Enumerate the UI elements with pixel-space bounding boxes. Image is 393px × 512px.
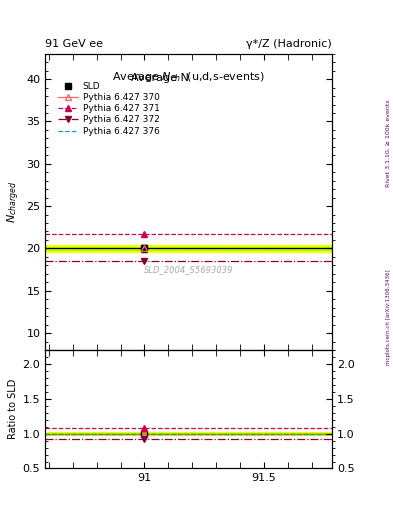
Bar <box>45 433 332 434</box>
Text: SLD_2004_S5693039: SLD_2004_S5693039 <box>144 266 233 274</box>
Text: Average $N_{ch}$  (u,d,s-events): Average $N_{ch}$ (u,d,s-events) <box>112 70 265 84</box>
Text: γ*/Z (Hadronic): γ*/Z (Hadronic) <box>246 38 332 49</box>
Bar <box>45 247 332 249</box>
Bar <box>45 245 332 252</box>
Bar <box>45 432 332 435</box>
Text: Average N: Average N <box>131 73 189 83</box>
Text: Rivet 3.1.10, ≥ 100k events: Rivet 3.1.10, ≥ 100k events <box>386 99 391 187</box>
Y-axis label: Ratio to SLD: Ratio to SLD <box>8 379 18 439</box>
Legend: SLD, Pythia 6.427 370, Pythia 6.427 371, Pythia 6.427 372, Pythia 6.427 376: SLD, Pythia 6.427 370, Pythia 6.427 371,… <box>55 79 162 138</box>
Text: 91 GeV ee: 91 GeV ee <box>45 38 103 49</box>
Text: mcplots.cern.ch [arXiv:1306.3436]: mcplots.cern.ch [arXiv:1306.3436] <box>386 270 391 365</box>
Y-axis label: $N_{charged}$: $N_{charged}$ <box>6 181 22 223</box>
